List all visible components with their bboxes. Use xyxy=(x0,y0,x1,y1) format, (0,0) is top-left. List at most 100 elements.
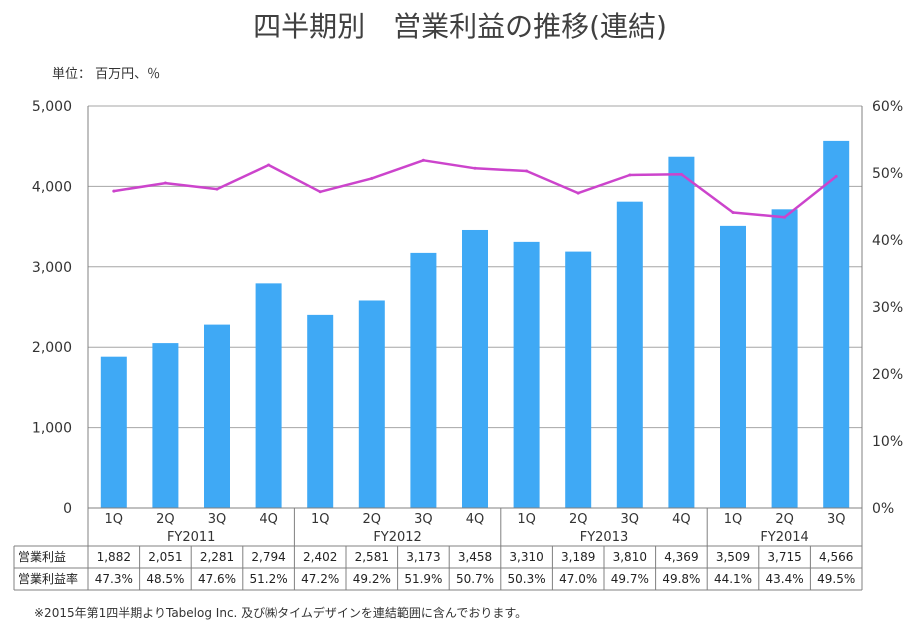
fiscal-year-label: FY2011 xyxy=(167,530,216,545)
table-cell: 4,369 xyxy=(664,550,698,564)
table-cell: 49.8% xyxy=(662,572,700,586)
y-left-tick-label: 3,000 xyxy=(32,260,72,276)
unit-label: 単位： 百万円、％ xyxy=(52,66,160,82)
y-axis-left-ticks: 0 1,000 2,000 3,000 4,000 5,000 xyxy=(32,99,72,517)
table-cell: 47.6% xyxy=(198,572,236,586)
y-left-tick-label: 4,000 xyxy=(32,179,72,195)
bar xyxy=(565,251,592,508)
line-point xyxy=(679,172,683,176)
table-cell: 49.7% xyxy=(611,572,649,586)
line-point xyxy=(421,158,425,162)
bar xyxy=(307,314,334,508)
quarter-label: 3Q xyxy=(414,512,433,527)
table-cell: 1,882 xyxy=(97,550,131,564)
bar xyxy=(771,209,798,508)
quarter-label: 4Q xyxy=(466,512,485,527)
line-point xyxy=(783,215,787,219)
table-cell: 3,715 xyxy=(767,550,801,564)
table-row-header: 営業利益率 xyxy=(18,571,78,586)
table-cell: 2,581 xyxy=(355,550,389,564)
quarter-label: 1Q xyxy=(724,512,743,527)
line-point xyxy=(731,211,735,215)
y-right-tick-label: 20% xyxy=(872,367,903,383)
line-point xyxy=(318,190,322,194)
table-cell: 3,458 xyxy=(458,550,492,564)
bar xyxy=(358,300,385,508)
table-cell: 3,189 xyxy=(561,550,595,564)
table-cell: 47.2% xyxy=(301,572,339,586)
line-point xyxy=(834,174,838,178)
table-row-header: 営業利益 xyxy=(18,550,66,564)
y-right-tick-label: 40% xyxy=(872,233,903,249)
bar xyxy=(410,252,437,508)
quarter-label: 1Q xyxy=(311,512,330,527)
y-right-tick-label: 50% xyxy=(872,166,903,182)
y-right-tick-label: 60% xyxy=(872,99,903,115)
bar xyxy=(152,343,179,508)
footnote: ※2015年第1四半期よりTabelog Inc. 及び㈱タイムデザインを連結範… xyxy=(34,605,527,620)
bar xyxy=(668,156,695,508)
line-point xyxy=(576,191,580,195)
fiscal-year-label: FY2012 xyxy=(373,530,422,545)
table-cell: 2,794 xyxy=(251,550,285,564)
chart-title: 四半期別 営業利益の推移(連結) xyxy=(253,10,667,43)
bar xyxy=(720,225,746,508)
axes xyxy=(87,106,863,509)
line-point xyxy=(215,187,219,191)
y-right-tick-label: 10% xyxy=(872,434,903,450)
plot-area: 0 1,000 2,000 3,000 4,000 5,000 0% 10% 20% 30% 40… xyxy=(32,99,903,517)
bar xyxy=(513,241,540,508)
y-left-tick-label: 5,000 xyxy=(32,99,72,115)
quarter-label: 3Q xyxy=(621,512,640,527)
bar xyxy=(204,324,230,508)
table-cell: 3,173 xyxy=(406,550,440,564)
y-left-tick-label: 1,000 xyxy=(32,421,72,437)
y-left-tick-label: 0 xyxy=(63,501,72,517)
line-point xyxy=(473,166,477,170)
quarter-label: 3Q xyxy=(208,512,227,527)
table-cell: 47.3% xyxy=(95,572,133,586)
quarter-label: 2Q xyxy=(775,512,794,527)
table-cell: 43.4% xyxy=(766,572,804,586)
table-cell: 3,310 xyxy=(509,550,543,564)
quarter-label: 1Q xyxy=(105,512,124,527)
table-cell: 44.1% xyxy=(714,572,752,586)
line-point xyxy=(112,189,116,193)
line-point xyxy=(525,169,529,173)
table-cell: 50.7% xyxy=(456,572,494,586)
y-right-tick-label: 0% xyxy=(872,501,894,517)
quarter-label: 2Q xyxy=(569,512,588,527)
table-cell: 51.2% xyxy=(250,572,288,586)
margin-line xyxy=(112,158,838,219)
table-cell: 2,402 xyxy=(303,550,337,564)
y-right-tick-label: 30% xyxy=(872,300,903,316)
table-cell: 49.2% xyxy=(353,572,391,586)
table-cell: 4,566 xyxy=(819,550,853,564)
bar xyxy=(255,283,282,508)
quarter-label: 2Q xyxy=(156,512,175,527)
category-axis: 1Q 2Q 3Q 4Q 1Q 2Q 3Q 4Q 1Q 2Q 3Q 4Q 1Q 2Q 3Q FY2011 FY20… xyxy=(87,508,863,546)
fiscal-year-label: FY2014 xyxy=(760,530,809,545)
y-axis-right-ticks: 0% 10% 20% 30% 40% 50% 60% xyxy=(872,99,903,517)
table-cell: 47.0% xyxy=(559,572,597,586)
table-cell: 49.5% xyxy=(817,572,855,586)
bar xyxy=(100,356,127,508)
line-point xyxy=(163,181,167,185)
table-cell: 3,810 xyxy=(613,550,647,564)
bar xyxy=(823,140,850,508)
line-point xyxy=(267,163,271,167)
bar xyxy=(462,229,488,508)
quarter-label: 3Q xyxy=(827,512,846,527)
bars xyxy=(100,140,850,508)
line-point xyxy=(370,176,374,180)
table-cell: 51.9% xyxy=(404,572,442,586)
quarter-label: 1Q xyxy=(517,512,536,527)
line-point xyxy=(628,173,632,177)
quarter-label: 4Q xyxy=(259,512,278,527)
y-left-tick-label: 2,000 xyxy=(32,340,72,356)
fiscal-year-label: FY2013 xyxy=(580,530,629,545)
bar xyxy=(616,201,643,508)
table-cell: 48.5% xyxy=(146,572,184,586)
table-cell: 2,051 xyxy=(148,550,182,564)
